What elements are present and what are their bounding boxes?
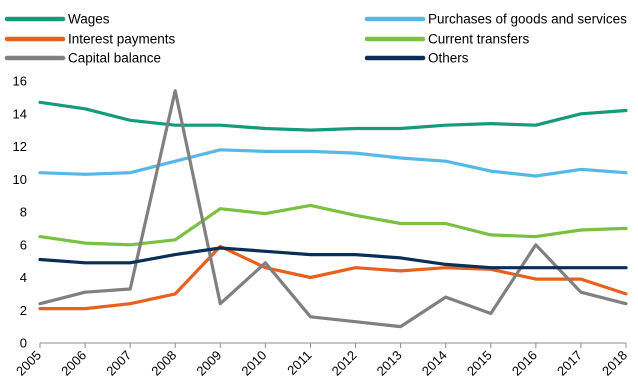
legend: Wages Purchases of goods and services Inte… bbox=[4, 12, 627, 66]
legend-label-current-transfers: Current transfers bbox=[428, 32, 530, 47]
y-tick-label: 8 bbox=[20, 205, 27, 220]
x-tick-label: 2006 bbox=[58, 348, 89, 379]
y-tick-label: 14 bbox=[13, 106, 27, 121]
x-tick-label: 2016 bbox=[509, 348, 540, 379]
x-tick-label: 2007 bbox=[103, 348, 134, 379]
x-axis: 2005 2006 2007 2008 2009 2010 2011 2012 2013 2014… bbox=[13, 342, 630, 379]
x-tick-label: 2017 bbox=[554, 348, 585, 379]
y-tick-label: 4 bbox=[20, 270, 27, 285]
x-tick-label: 2011 bbox=[284, 348, 314, 378]
x-tick-label: 2005 bbox=[13, 348, 44, 379]
x-tick-label: 2008 bbox=[148, 348, 179, 379]
legend-label-capital-balance: Capital balance bbox=[68, 51, 161, 66]
x-tick-label: 2012 bbox=[329, 348, 360, 379]
x-tick-label: 2018 bbox=[599, 348, 630, 379]
series-line-wages bbox=[38, 100, 628, 132]
y-tick-label: 0 bbox=[20, 336, 27, 351]
x-tick-label: 2013 bbox=[374, 348, 405, 379]
series-line-others bbox=[38, 246, 628, 270]
legend-label-purchases-of-goods-and-services: Purchases of goods and services bbox=[428, 12, 627, 27]
y-tick-label: 6 bbox=[20, 237, 27, 252]
legend-label-others: Others bbox=[428, 51, 469, 66]
y-tick-label: 16 bbox=[13, 74, 27, 89]
x-tick-label: 2009 bbox=[193, 348, 224, 379]
y-tick-label: 2 bbox=[20, 303, 27, 318]
x-tick-label: 2015 bbox=[464, 348, 495, 379]
legend-label-wages: Wages bbox=[68, 12, 110, 27]
x-tick-label: 2014 bbox=[419, 348, 450, 379]
y-axis: 0 2 4 6 8 10 12 14 16 bbox=[13, 74, 27, 351]
y-tick-label: 12 bbox=[13, 139, 27, 154]
series-lines bbox=[38, 89, 628, 329]
x-tick-label: 2010 bbox=[238, 348, 269, 379]
legend-label-interest-payments: Interest payments bbox=[68, 32, 176, 47]
series-line-current-transfers bbox=[38, 203, 628, 247]
series-line-interest-payments bbox=[38, 244, 628, 311]
series-line-purchases-of-goods-and-services bbox=[38, 148, 628, 178]
y-tick-label: 10 bbox=[13, 172, 27, 187]
series-line-capital-balance bbox=[38, 89, 628, 329]
